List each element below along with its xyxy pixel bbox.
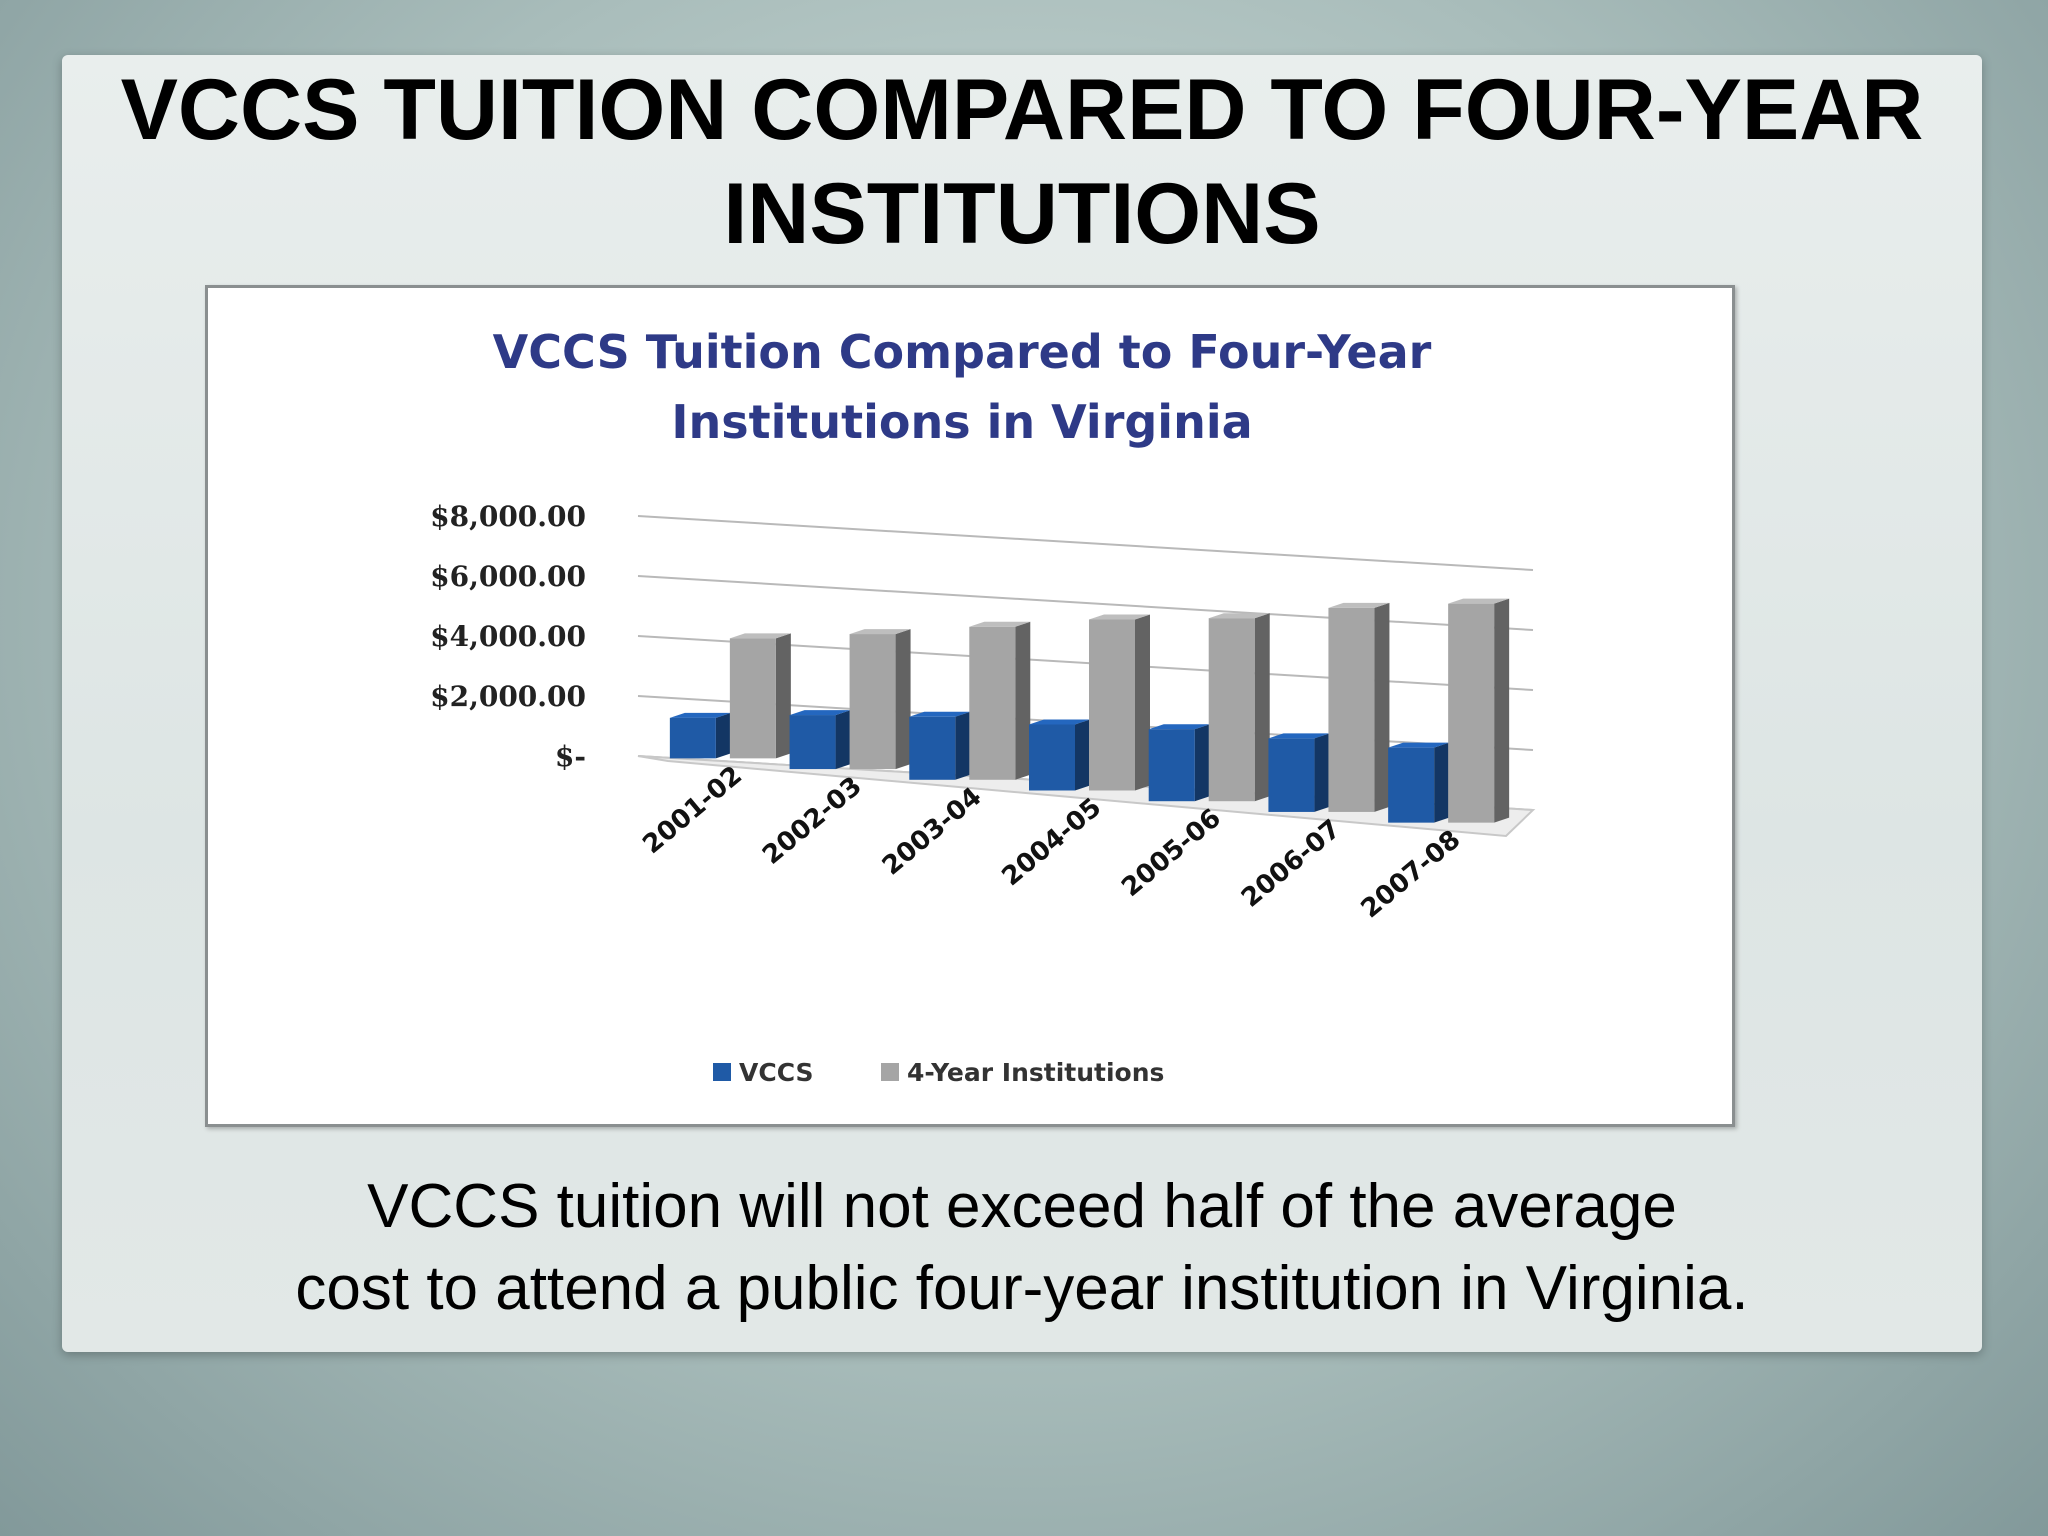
bar [1388,747,1435,823]
bar-side [1015,621,1031,780]
bar-top [849,629,911,635]
bar-side [715,712,731,759]
x-tick-label: 2001-02 [637,760,748,860]
bar [969,626,1016,780]
bar-side [1494,598,1510,823]
x-tick-label: 2006-07 [1236,814,1347,914]
bar [849,634,896,770]
bar-side [835,710,851,770]
bar-top [1029,719,1090,725]
bar-top [1208,613,1270,619]
legend-swatch [881,1063,899,1081]
x-tick-label: 2005-06 [1116,803,1227,903]
bar-top [1148,724,1210,730]
bar-side [1434,742,1450,823]
bar [1448,603,1495,823]
chart-title-line-1: VCCS Tuition Compared to Four-Year [493,325,1432,379]
bar-top [1328,602,1390,608]
bar [1148,729,1195,802]
bar-top [1089,614,1150,620]
caption-line-1: VCCS tuition will not exceed half of the… [367,1172,1677,1241]
chart-image: VCCS Tuition Compared to Four-Year Instit… [205,285,1735,1127]
y-tick-label: $8,000.00 [430,500,586,533]
x-tick-label: 2003-04 [877,782,988,882]
legend-label: 4-Year Institutions [907,1058,1164,1087]
caption-line-2: cost to attend a public four-year instit… [295,1254,1749,1323]
y-tick-label: $6,000.00 [430,560,586,593]
y-tick-label: $2,000.00 [430,680,586,713]
bar-top [909,711,971,717]
bar-top [729,633,791,639]
chart-title-line-2: Institutions in Virginia [671,395,1252,449]
bar-side [1254,613,1270,802]
bar [1208,618,1255,802]
x-tick-label: 2004-05 [997,793,1108,893]
bar-top [669,712,731,718]
gridline [637,515,1534,571]
x-tick-label: 2002-03 [757,771,868,871]
bar-top [1388,742,1450,748]
bar-side [1075,719,1090,791]
x-tick-label: 2007-08 [1356,825,1467,925]
slide-caption: VCCS tuition will not exceed half of the… [62,1166,1982,1330]
gridline [637,575,1534,631]
bar [1029,724,1075,791]
bar-side [895,629,911,770]
bar [1268,738,1315,812]
bar-side [1374,602,1390,812]
bar-top [1268,733,1330,739]
bar-side [955,711,971,780]
bar-top [969,621,1031,627]
bar [669,717,716,759]
y-tick-label: $- [555,740,586,773]
slide-title: VCCS TUITION COMPARED TO FOUR-YEAR INSTI… [120,62,1924,262]
bar-side [1314,733,1330,812]
bar [909,716,956,780]
bar [789,715,836,770]
bar-side [1194,724,1210,802]
legend-label: VCCS [739,1058,814,1087]
bar [729,638,776,759]
bar-top [789,710,851,716]
bar-side [1135,614,1150,791]
legend-swatch [713,1063,731,1081]
bar-top [1448,598,1510,604]
bar-side [775,633,791,759]
bar [1089,619,1135,791]
bar [1328,607,1375,812]
y-tick-label: $4,000.00 [430,620,586,653]
tuition-chart: VCCS Tuition Compared to Four-Year Instit… [430,325,1536,1087]
